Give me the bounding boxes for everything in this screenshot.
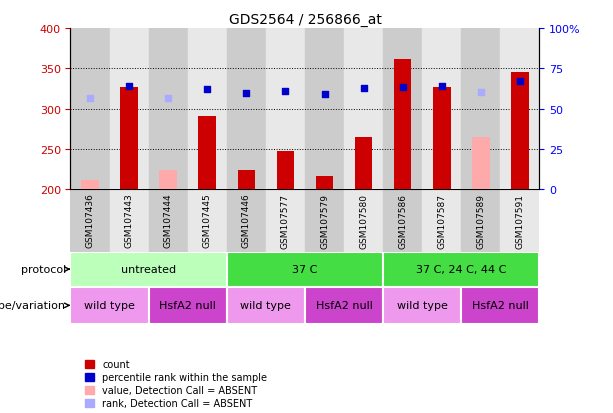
Bar — [199, 117, 216, 190]
Text: GSM107443: GSM107443 — [124, 193, 134, 248]
Text: GSM107587: GSM107587 — [437, 193, 446, 248]
Text: HsfA2 null: HsfA2 null — [159, 301, 216, 311]
Point — [476, 89, 485, 96]
Bar — [276, 151, 294, 190]
Text: GSM107445: GSM107445 — [203, 193, 211, 248]
Bar — [462, 287, 539, 324]
Text: GSM107591: GSM107591 — [516, 193, 524, 248]
Bar — [227, 190, 266, 252]
Bar — [433, 88, 451, 190]
Text: HsfA2 null: HsfA2 null — [472, 301, 529, 311]
Bar — [316, 176, 333, 190]
Bar — [82, 180, 99, 190]
Text: GSM107444: GSM107444 — [164, 193, 173, 247]
Bar — [511, 73, 528, 190]
Point — [242, 91, 251, 97]
Bar — [500, 29, 539, 190]
Bar — [110, 190, 149, 252]
Bar — [70, 190, 110, 252]
Text: GSM107577: GSM107577 — [281, 193, 290, 248]
Bar — [422, 29, 462, 190]
Bar — [149, 287, 227, 324]
Bar — [70, 29, 110, 190]
Text: wild type: wild type — [84, 301, 135, 311]
Point — [202, 86, 212, 93]
Bar — [305, 190, 344, 252]
Text: GSM107589: GSM107589 — [476, 193, 485, 248]
Bar — [120, 88, 138, 190]
Point — [85, 96, 95, 102]
Title: GDS2564 / 256866_at: GDS2564 / 256866_at — [229, 12, 381, 26]
Bar — [70, 252, 227, 287]
Text: 37 C, 24 C, 44 C: 37 C, 24 C, 44 C — [416, 264, 506, 275]
Point — [437, 83, 447, 90]
Point — [281, 88, 291, 95]
Bar — [70, 287, 149, 324]
Bar — [149, 190, 188, 252]
Bar — [472, 138, 490, 190]
Bar — [305, 287, 383, 324]
Bar — [149, 29, 188, 190]
Text: HsfA2 null: HsfA2 null — [316, 301, 373, 311]
Bar — [355, 138, 372, 190]
Bar — [238, 171, 255, 190]
Text: GSM107446: GSM107446 — [242, 193, 251, 248]
Bar — [227, 29, 266, 190]
Point — [124, 83, 134, 90]
Text: 37 C: 37 C — [292, 264, 318, 275]
Bar — [266, 29, 305, 190]
Text: GSM107580: GSM107580 — [359, 193, 368, 248]
Point — [359, 85, 368, 92]
Text: GSM107436: GSM107436 — [86, 193, 94, 248]
Bar — [110, 29, 149, 190]
Bar — [383, 29, 422, 190]
Text: GSM107586: GSM107586 — [398, 193, 407, 248]
Point — [319, 92, 329, 98]
Bar — [188, 190, 227, 252]
Bar — [500, 190, 539, 252]
Text: protocol: protocol — [21, 264, 69, 275]
Text: wild type: wild type — [240, 301, 291, 311]
Text: wild type: wild type — [397, 301, 447, 311]
Bar — [159, 171, 177, 190]
Bar — [383, 287, 462, 324]
Bar — [305, 29, 344, 190]
Bar — [422, 190, 462, 252]
Text: genotype/variation: genotype/variation — [0, 301, 69, 311]
Point — [398, 84, 408, 91]
Legend: count, percentile rank within the sample, value, Detection Call = ABSENT, rank, : count, percentile rank within the sample… — [85, 360, 267, 408]
Bar — [383, 190, 422, 252]
Point — [515, 79, 525, 85]
Bar — [344, 190, 383, 252]
Bar — [394, 59, 411, 190]
Bar — [462, 190, 500, 252]
Bar — [227, 287, 305, 324]
Bar — [188, 29, 227, 190]
Bar — [462, 29, 500, 190]
Bar — [227, 252, 383, 287]
Point — [163, 96, 173, 102]
Bar — [344, 29, 383, 190]
Text: untreated: untreated — [121, 264, 176, 275]
Bar — [383, 252, 539, 287]
Text: GSM107579: GSM107579 — [320, 193, 329, 248]
Bar — [266, 190, 305, 252]
